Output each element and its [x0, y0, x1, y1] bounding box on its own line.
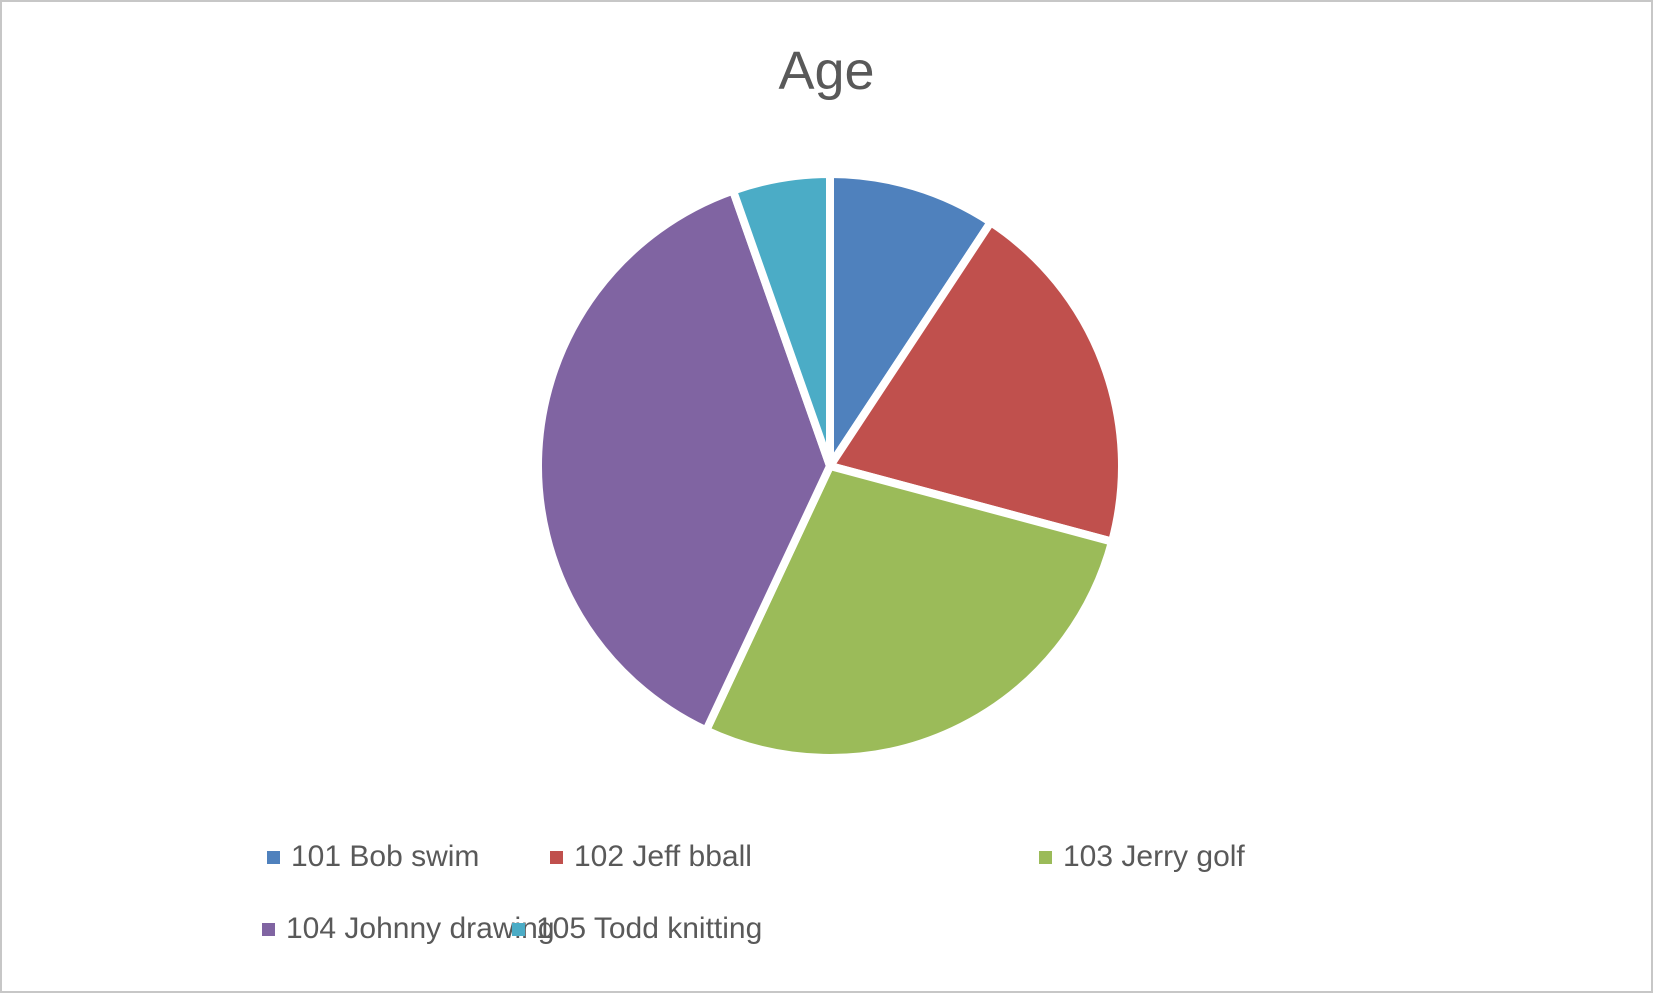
legend-item-103-jerry-golf[interactable]: 103 Jerry golf [1039, 837, 1245, 877]
legend-label: 105 Todd knitting [536, 912, 763, 945]
legend-label: 104 Johnny drawing [286, 912, 555, 945]
pie-slice-102-jeff-bball[interactable] [826, 218, 1126, 546]
legend-item-105-todd-knitting[interactable]: 105 Todd knitting [512, 909, 762, 949]
pie-slice-103-jerry-golf[interactable] [702, 462, 1117, 763]
pie-slice-105-todd-knitting[interactable] [729, 170, 834, 470]
pie-slice-104-johnny-drawing[interactable] [534, 186, 834, 735]
legend-label: 101 Bob swim [291, 840, 480, 873]
chart-title: Age [778, 41, 875, 101]
legend-swatch-icon [512, 922, 525, 936]
legend-item-102-jeff-bball[interactable]: 102 Jeff bball [550, 837, 752, 877]
legend-item-101-bob-swim[interactable]: 101 Bob swim [267, 837, 479, 877]
legend-swatch-icon [267, 850, 280, 864]
legend-label: 102 Jeff bball [574, 840, 752, 873]
legend-swatch-icon [550, 850, 563, 864]
legend-label: 103 Jerry golf [1063, 840, 1245, 873]
legend-swatch-icon [262, 922, 275, 936]
legend-swatch-icon [1039, 850, 1052, 864]
legend-item-104-johnny-drawing[interactable]: 104 Johnny drawing [262, 909, 555, 949]
pie-slice-101-bob-swim[interactable] [826, 170, 995, 470]
